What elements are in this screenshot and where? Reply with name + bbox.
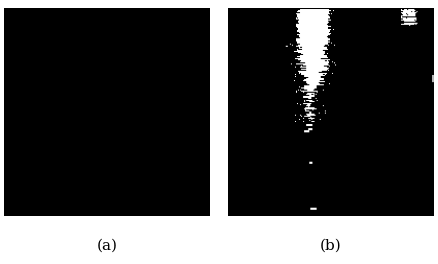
- Text: (a): (a): [97, 238, 118, 253]
- Text: (b): (b): [320, 238, 342, 253]
